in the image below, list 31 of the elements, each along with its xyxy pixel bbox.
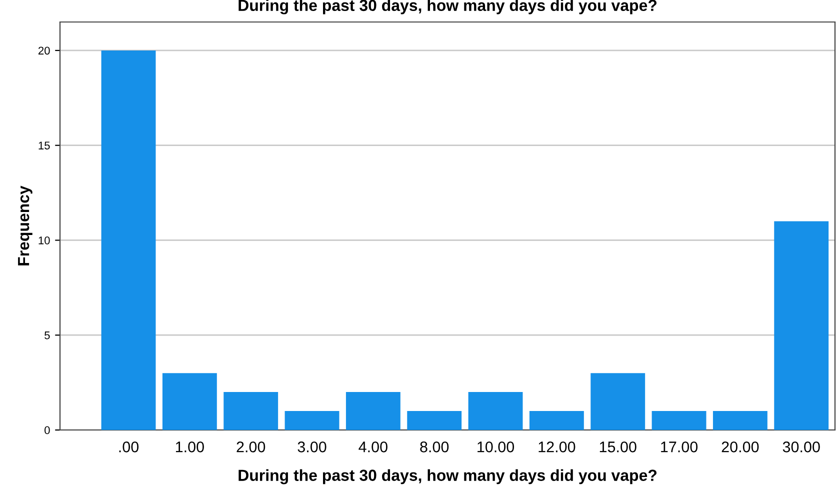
y-tick-label: 0 — [44, 426, 50, 434]
bar — [284, 411, 340, 430]
y-tick-label: 20 — [38, 46, 50, 55]
x-tick-label: 1.00 — [176, 442, 204, 452]
y-tick-label: 5 — [44, 332, 50, 340]
bar — [101, 50, 156, 430]
x-tick-label: 10.00 — [478, 442, 514, 452]
y-tick-label: 15 — [38, 142, 50, 150]
bar — [774, 221, 829, 430]
bar — [224, 392, 278, 430]
bar — [652, 411, 706, 430]
x-tick-label: .00 — [119, 442, 139, 452]
x-tick-label: 17.00 — [661, 442, 698, 452]
bar — [162, 373, 217, 430]
x-tick-label: 30.00 — [782, 442, 820, 452]
x-tick-label: 12.00 — [538, 442, 576, 452]
x-axis-title: During the past 30 days, how many days did you vape? — [238, 469, 657, 484]
bar — [407, 411, 462, 430]
x-tick-label: 4.00 — [358, 442, 388, 452]
x-tick-label: 15.00 — [600, 442, 636, 452]
x-tick-label: 8.00 — [420, 442, 449, 452]
y-axis-title: Frequency — [18, 186, 32, 266]
x-tick-label: 2.00 — [236, 442, 266, 452]
bar — [590, 373, 646, 430]
bar — [712, 411, 768, 430]
bar — [468, 392, 523, 430]
x-tick-label: 20.00 — [722, 442, 759, 452]
y-tick-label: 10 — [38, 236, 50, 244]
bar — [529, 411, 584, 430]
bar — [346, 392, 400, 430]
x-tick-label: 3.00 — [298, 442, 326, 452]
